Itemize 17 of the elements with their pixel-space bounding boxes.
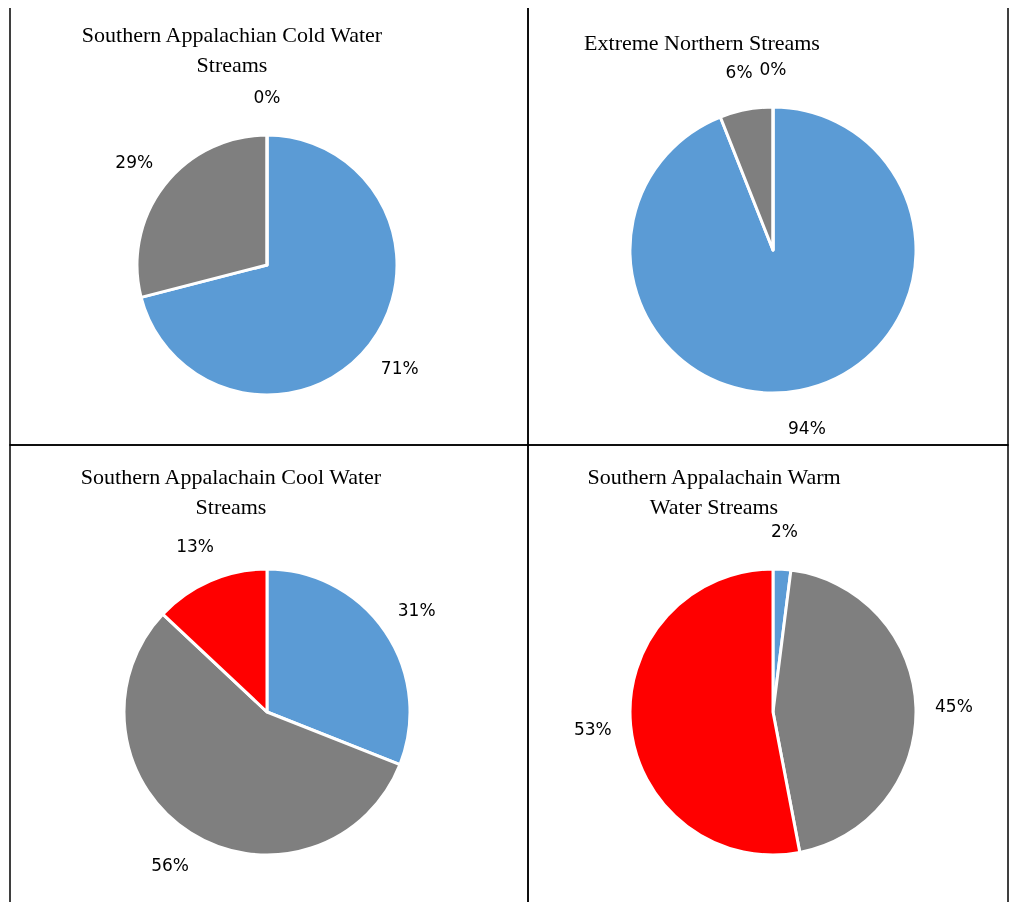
data-label: 2% xyxy=(770,521,798,542)
text: 0% xyxy=(253,86,281,107)
text: 0% xyxy=(759,58,787,79)
pie-slice xyxy=(628,105,918,395)
chart-title: Extreme Northern Streams xyxy=(584,30,820,55)
data-label: 6% xyxy=(725,62,753,83)
chart-title: Southern Appalachain Cool Water Streams xyxy=(80,464,382,519)
data-label: 13% xyxy=(176,535,215,556)
data-label: 56% xyxy=(151,854,189,875)
data-label: 31% xyxy=(397,600,436,621)
data-label: 45% xyxy=(935,696,973,717)
chart-title: Southern Appalachain Warm Water Streams xyxy=(587,464,841,519)
chart-title: Southern Appalachian Cold Water Streams xyxy=(81,22,383,77)
data-label: 94% xyxy=(788,417,826,438)
data-label: 53% xyxy=(573,718,612,739)
data-label: 29% xyxy=(115,151,154,172)
data-label: 71% xyxy=(380,357,419,378)
